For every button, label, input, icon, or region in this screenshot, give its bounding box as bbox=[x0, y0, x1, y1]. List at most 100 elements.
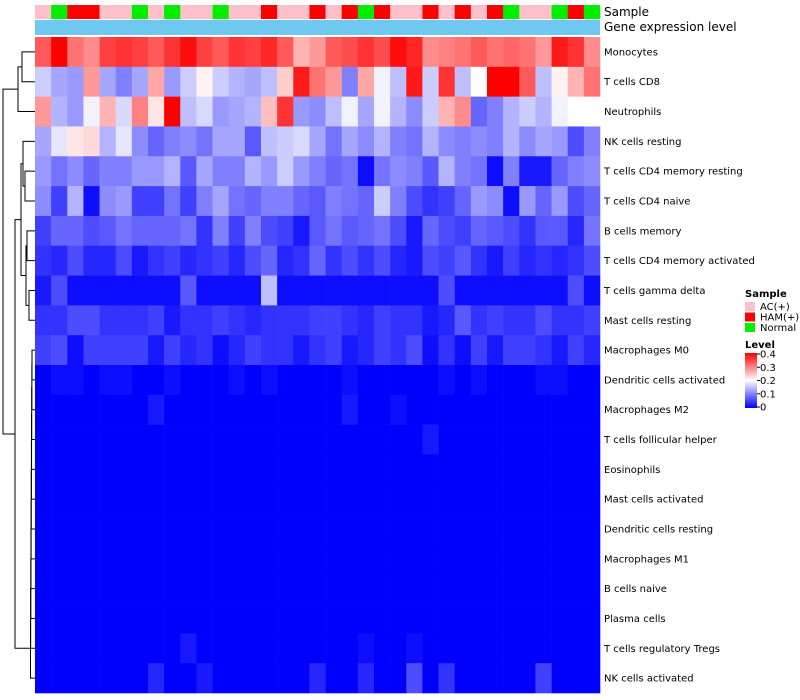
heatmap-cell bbox=[196, 365, 213, 396]
heatmap-cell bbox=[406, 126, 423, 157]
heatmap-cell bbox=[212, 394, 230, 425]
row-label: Dendritic cells resting bbox=[604, 525, 713, 536]
row-label: Neutrophils bbox=[604, 107, 661, 118]
sample-cell bbox=[51, 5, 68, 19]
heatmap-cell bbox=[261, 96, 278, 127]
heatmap-cell bbox=[438, 335, 456, 366]
heatmap-cell bbox=[180, 454, 197, 485]
heatmap-cell bbox=[67, 454, 84, 485]
heatmap-cell bbox=[519, 514, 536, 545]
heatmap-cell bbox=[487, 603, 504, 634]
heatmap-cell bbox=[438, 37, 456, 68]
heatmap-cell bbox=[261, 663, 278, 694]
heatmap-cell bbox=[535, 365, 552, 396]
heatmap-cell bbox=[131, 514, 149, 545]
heatmap-cell bbox=[83, 156, 100, 187]
heatmap-cell bbox=[51, 37, 68, 68]
heatmap-cell bbox=[83, 424, 100, 455]
heatmap-cell bbox=[244, 424, 262, 455]
heatmap-cell bbox=[487, 126, 504, 157]
heatmap-cell bbox=[583, 275, 601, 306]
heatmap-cell bbox=[374, 305, 391, 336]
heatmap-cell bbox=[261, 335, 278, 366]
heatmap-cell bbox=[164, 543, 181, 575]
heatmap-cell bbox=[244, 126, 262, 157]
heatmap-cell bbox=[422, 394, 439, 425]
heatmap-cell bbox=[325, 96, 343, 127]
heatmap-cell bbox=[390, 543, 407, 575]
heatmap-cell bbox=[131, 186, 149, 217]
heatmap-cell bbox=[164, 186, 181, 217]
heatmap-cell bbox=[261, 186, 278, 217]
heatmap-cell bbox=[293, 245, 310, 276]
heatmap-cell bbox=[35, 603, 52, 634]
heatmap-cell bbox=[454, 156, 472, 187]
heatmap-cell bbox=[551, 96, 569, 127]
heatmap-cell bbox=[374, 394, 391, 425]
heatmap-cell bbox=[67, 37, 84, 68]
heatmap-cell bbox=[551, 245, 569, 276]
heatmap-cell bbox=[99, 454, 117, 485]
heatmap-cell bbox=[164, 245, 181, 276]
heatmap-cell bbox=[164, 514, 181, 545]
heatmap-cell bbox=[422, 305, 439, 336]
heatmap-cell bbox=[325, 156, 343, 187]
heatmap-cell bbox=[180, 484, 197, 515]
heatmap-cell bbox=[228, 573, 246, 604]
heatmap-cell bbox=[438, 663, 456, 694]
heatmap-cell bbox=[487, 215, 504, 247]
heatmap-cell bbox=[487, 37, 504, 68]
heatmap-cell bbox=[212, 484, 230, 515]
heatmap-cell bbox=[470, 573, 488, 604]
heatmap-cell bbox=[406, 573, 423, 604]
heatmap-cell bbox=[212, 514, 230, 545]
heatmap-cell bbox=[341, 37, 359, 68]
heatmap-cell bbox=[293, 394, 310, 425]
sample-legend-label: AC(+) bbox=[760, 302, 790, 313]
heatmap-cell bbox=[357, 633, 375, 664]
heatmap-cell bbox=[51, 305, 68, 336]
heatmap-cell bbox=[212, 543, 230, 575]
heatmap-cell bbox=[374, 573, 391, 604]
heatmap-cell bbox=[487, 633, 504, 664]
heatmap-cell bbox=[228, 305, 246, 336]
heatmap-cell bbox=[325, 424, 343, 455]
heatmap-cell bbox=[35, 335, 52, 366]
heatmap-cell bbox=[341, 275, 359, 306]
heatmap-cell bbox=[374, 335, 391, 366]
heatmap-cell bbox=[583, 543, 601, 575]
heatmap-cell bbox=[180, 335, 197, 366]
heatmap-cell bbox=[51, 275, 68, 306]
heatmap-cell bbox=[228, 37, 246, 68]
heatmap-cell bbox=[261, 573, 278, 604]
heatmap-cell bbox=[196, 454, 213, 485]
sample-cell bbox=[551, 5, 569, 19]
heatmap-cell bbox=[325, 633, 343, 664]
heatmap-cell bbox=[196, 633, 213, 664]
sample-cell bbox=[261, 5, 278, 19]
heatmap-cell bbox=[583, 365, 601, 396]
heatmap-cell bbox=[51, 514, 68, 545]
heatmap-cell bbox=[293, 663, 310, 694]
heatmap-cell bbox=[535, 543, 552, 575]
heatmap-cell bbox=[212, 126, 230, 157]
heatmap-cell bbox=[470, 663, 488, 694]
heatmap-cell bbox=[390, 603, 407, 634]
heatmap-cell bbox=[422, 156, 439, 187]
heatmap-cell bbox=[99, 365, 117, 396]
heatmap-cell bbox=[309, 215, 326, 247]
sample-cell bbox=[470, 5, 488, 19]
heatmap-cell bbox=[551, 37, 569, 68]
heatmap-cell bbox=[148, 394, 165, 425]
sample-cell bbox=[99, 5, 117, 19]
heatmap-cell bbox=[487, 394, 504, 425]
heatmap-cell bbox=[35, 37, 52, 68]
heatmap-cell bbox=[551, 215, 569, 247]
heatmap-cell bbox=[67, 215, 84, 247]
heatmap-cell bbox=[148, 186, 165, 217]
heatmap-cell bbox=[196, 96, 213, 127]
heatmap-cell bbox=[567, 663, 585, 694]
heatmap-cell bbox=[374, 186, 391, 217]
heatmap-cell bbox=[115, 573, 133, 604]
